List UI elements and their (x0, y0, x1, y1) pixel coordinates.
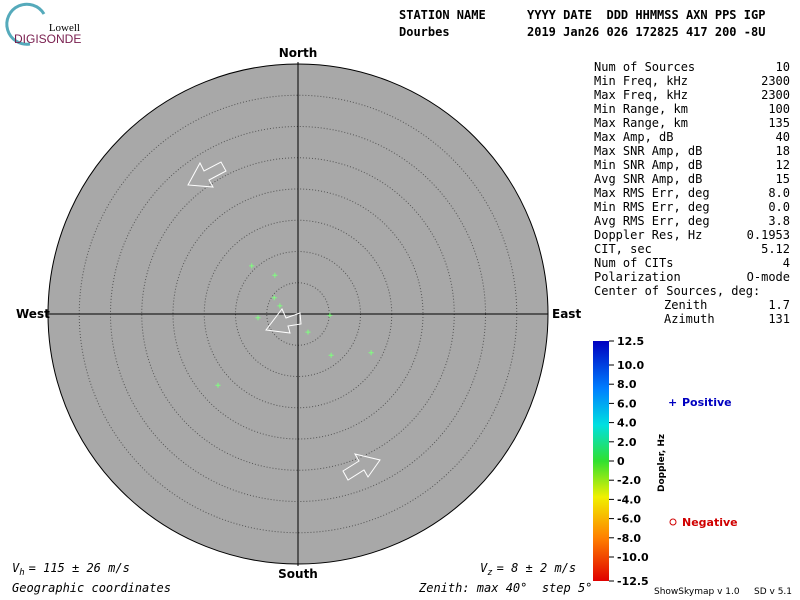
colorbar-tick-label: -8.0 (617, 532, 641, 545)
source (368, 350, 374, 356)
stat-label: Max Amp, dB (594, 130, 673, 144)
header-label: STATION NAME (399, 8, 486, 22)
stat-label: Max Range, km (594, 116, 688, 130)
version: ShowSkymap v 1.0 (654, 587, 740, 597)
stat-label: Min RMS Err, deg (594, 200, 710, 214)
stat-value: O-mode (747, 270, 790, 284)
source (249, 263, 255, 269)
station: Dourbes (399, 25, 450, 39)
stat-value: 10 (776, 60, 790, 74)
colorbar-tick-label: -2.0 (617, 474, 641, 487)
vh-value: = 115 ± 26 m/s (29, 561, 130, 575)
stat-label: Num of CITs (594, 256, 673, 270)
compass-south: South (278, 567, 318, 581)
legend-negative: Negative (682, 516, 738, 529)
logo-swoosh (5, 2, 46, 46)
stat-label: Doppler Res, Hz (594, 228, 702, 242)
center-label: Zenith (664, 298, 707, 312)
source (255, 315, 261, 321)
zenith-note: Zenith: max 40° step 5° (418, 581, 592, 595)
vh-label: Vh = 115 ± 26 m/s (12, 561, 130, 578)
stat-value: 4 (783, 256, 790, 270)
center-label: Azimuth (664, 312, 715, 326)
colorbar-tick-label: 8.0 (617, 378, 637, 391)
colorbar-tick-label: 10.0 (617, 359, 644, 372)
source (305, 329, 311, 335)
stat-label: CIT, sec (594, 242, 652, 256)
stat-label: Max SNR Amp, dB (594, 144, 702, 158)
compass-east: East (552, 307, 581, 321)
stat-value: 135 (768, 116, 790, 130)
stat-value: 40 (776, 130, 790, 144)
source (328, 352, 334, 358)
legend-negative-symbol (669, 518, 677, 526)
compass-north: North (279, 46, 317, 60)
stat-label: Max Freq, kHz (594, 88, 688, 102)
stat-value: 3.8 (768, 214, 790, 228)
stat-value: 12 (776, 158, 790, 172)
stat-label: Avg SNR Amp, dB (594, 172, 702, 186)
colorbar-tick-label: 6.0 (617, 397, 637, 410)
stat-value: 8.0 (768, 186, 790, 200)
stat-value: 5.12 (761, 242, 790, 256)
stat-label: Polarization (594, 270, 681, 284)
colorbar-tick-label: -12.5 (617, 575, 649, 588)
colorbar-title: Doppler, Hz (657, 434, 667, 492)
colorbar-tick-label: 0 (617, 455, 625, 468)
drift-arrow (187, 161, 227, 188)
stat-label: Max RMS Err, deg (594, 186, 710, 200)
colorbar-tick-label: 4.0 (617, 417, 637, 430)
header-fields: 2019 Jan26 026 172825 417 200 -8U (527, 25, 765, 39)
stat-value: 0.1953 (747, 228, 790, 242)
colorbar (593, 341, 609, 581)
legend-positive: Positive (682, 396, 732, 409)
stat-value: 2300 (761, 88, 790, 102)
vz-value: = 8 ± 2 m/s (497, 561, 576, 575)
center-title: Center of Sources, deg: (594, 284, 760, 298)
vh-sub: h (19, 568, 24, 578)
colorbar-tick-label: -10.0 (617, 551, 649, 564)
stat-value: 100 (768, 102, 790, 116)
stat-label: Avg RMS Err, deg (594, 214, 710, 228)
vz-label: Vz = 8 ± 2 m/s (480, 561, 576, 578)
stat-label: Num of Sources (594, 60, 695, 74)
source (327, 312, 333, 318)
logo-line2: DIGISONDE (14, 32, 81, 46)
sd-version: SD v 5.1 (754, 587, 792, 597)
coords: Geographic coordinates (12, 581, 171, 595)
colorbar-tick-label: 12.5 (617, 335, 644, 348)
center-value: 131 (768, 312, 790, 326)
drift-arrow (342, 453, 381, 481)
stat-value: 2300 (761, 74, 790, 88)
stat-label: Min Freq, kHz (594, 74, 688, 88)
stat-value: 0.0 (768, 200, 790, 214)
stat-label: Min SNR Amp, dB (594, 158, 702, 172)
vz-sub: z (487, 568, 492, 578)
source (271, 295, 277, 301)
legend-positive-symbol: + (668, 396, 677, 409)
stat-value: 18 (776, 144, 790, 158)
logo-line1: Lowell (49, 22, 80, 34)
colorbar-tick-label: -4.0 (617, 493, 641, 506)
source (272, 272, 278, 278)
stat-label: Min Range, km (594, 102, 688, 116)
source (277, 303, 283, 309)
colorbar-tick-label: 2.0 (617, 436, 637, 449)
source (215, 382, 221, 388)
header-fields-label: YYYY DATE DDD HHMMSS AXN PPS IGP (527, 8, 765, 22)
compass-west: West (16, 307, 50, 321)
drift-arrow (265, 308, 302, 334)
colorbar-tick-label: -6.0 (617, 513, 641, 526)
stat-value: 15 (776, 172, 790, 186)
center-value: 1.7 (768, 298, 790, 312)
